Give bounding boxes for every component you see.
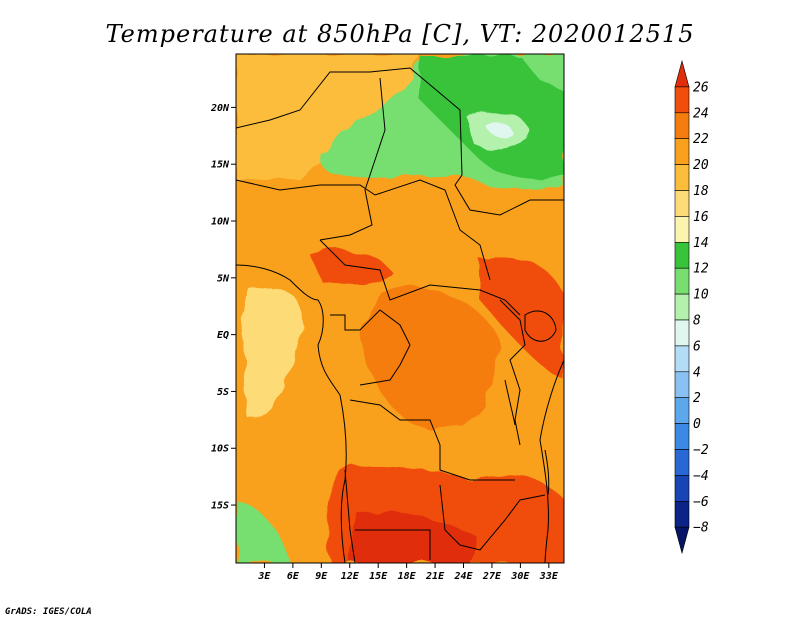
lat-tick-label: 5N: [217, 273, 230, 284]
lon-tick-label: 21E: [425, 571, 445, 582]
lat-tick-label: 15S: [211, 501, 229, 512]
colorbar-label: 0: [693, 417, 701, 432]
lake-victoria: [524, 310, 557, 342]
colorbar-label: −6: [693, 495, 709, 510]
field-region-south-dark-red: [350, 511, 480, 563]
colorbar-swatch-12: [674, 371, 690, 398]
colorbar-label: −2: [693, 443, 709, 458]
colorbar-label: 24: [693, 106, 709, 121]
colorbar-swatch-10: [674, 319, 690, 347]
border-congo-west: [330, 309, 411, 386]
colorbar-swatch-15: [674, 449, 690, 476]
colorbar-label: −8: [693, 521, 709, 536]
field-region-central-red: [310, 250, 390, 285]
border-south-3: [439, 484, 546, 551]
border-central-2: [319, 239, 521, 316]
lake-malawi: [544, 449, 550, 496]
lon-tick-label: 18E: [398, 571, 417, 582]
colorbar-swatch-5: [674, 190, 690, 217]
border-sahel: [236, 67, 564, 216]
colorbar-swatch-1: [674, 86, 690, 114]
lon-tick-label: 3E: [257, 571, 271, 582]
border-north-south: [319, 77, 386, 241]
field-region-east-red: [480, 257, 564, 380]
longitude-axis: 3E 6E 9E 12E 15E 18E 21E 24E 27E 30E 33E: [257, 563, 559, 582]
lon-tick-label: 12E: [341, 571, 360, 582]
field-region-sahel-pale: [485, 121, 512, 137]
map-title: Temperature at 850hPa [C], VT: 202001251…: [106, 20, 695, 48]
colorbar-label: 22: [693, 132, 709, 147]
colorbar-swatch-11: [674, 345, 690, 373]
colorbar-swatch-6: [674, 216, 690, 243]
border-central-1: [236, 179, 491, 281]
colorbar-swatch-8: [674, 267, 690, 295]
lake-tanganyika: [504, 379, 516, 426]
political-boundaries: [236, 67, 564, 563]
colorbar-label: 14: [693, 236, 709, 251]
colorbar-swatch-18: [674, 526, 690, 555]
field-region-central-orange: [360, 287, 500, 430]
colorbar-swatch-16: [674, 475, 690, 502]
colorbar-label: 2: [693, 391, 701, 406]
field-region-north-orange: [236, 54, 420, 180]
coastline-west: [236, 264, 347, 563]
colorbar-label: −4: [693, 469, 709, 484]
lat-tick-label: 15N: [211, 160, 230, 171]
colorbar-swatch-3: [674, 138, 690, 165]
colorbar-swatch-7: [674, 242, 690, 269]
temperature-field: [236, 54, 564, 563]
coastline-east: [539, 359, 564, 563]
border-south-2: [355, 529, 431, 560]
latitude-axis: 20N 15N 10N 5N EQ 5S 10S 15S: [210, 103, 236, 512]
field-region-southwest-green: [236, 500, 290, 563]
colorbar-swatch-9: [674, 293, 690, 321]
grads-credit: GrADS: IGES/COLA: [5, 607, 92, 617]
colorbar-label: 12: [693, 262, 709, 277]
lat-tick-label: 20N: [210, 103, 230, 114]
colorbar-label: 18: [693, 184, 709, 199]
colorbar-swatch-17: [674, 500, 690, 528]
lat-tick-label: 10N: [211, 217, 230, 228]
lat-tick-label: 5S: [217, 387, 229, 398]
colorbar-label: 4: [693, 365, 701, 380]
lon-tick-label: 6E: [287, 571, 300, 582]
lon-tick-label: 24E: [453, 571, 473, 582]
colorbar-swatch-0: [674, 59, 690, 88]
field-region-west-yellow: [242, 287, 303, 420]
lat-tick-label: EQ: [217, 330, 229, 341]
colorbar-swatch-13: [674, 397, 690, 424]
lon-tick-label: 27E: [482, 571, 502, 582]
map-frame: [235, 53, 565, 564]
lon-tick-label: 33E: [539, 571, 559, 582]
border-south-1: [349, 399, 515, 481]
border-south-4: [344, 469, 356, 563]
lon-tick-label: 30E: [510, 571, 530, 582]
colorbar-label: 20: [693, 158, 709, 173]
lon-tick-label: 15E: [369, 571, 388, 582]
colorbar-label: 6: [693, 339, 701, 354]
lon-tick-label: 9E: [315, 571, 328, 582]
lat-tick-label: 10S: [211, 444, 229, 455]
border-drc-east: [499, 299, 526, 446]
colorbar-label: 8: [693, 314, 701, 329]
colorbar-swatch-14: [674, 423, 690, 450]
colorbar-swatch-2: [674, 112, 690, 140]
colorbar-swatch-4: [674, 164, 690, 191]
colorbar-label: 16: [693, 210, 709, 225]
colorbar-label: 10: [693, 288, 709, 303]
colorbar-label: 26: [693, 80, 709, 95]
